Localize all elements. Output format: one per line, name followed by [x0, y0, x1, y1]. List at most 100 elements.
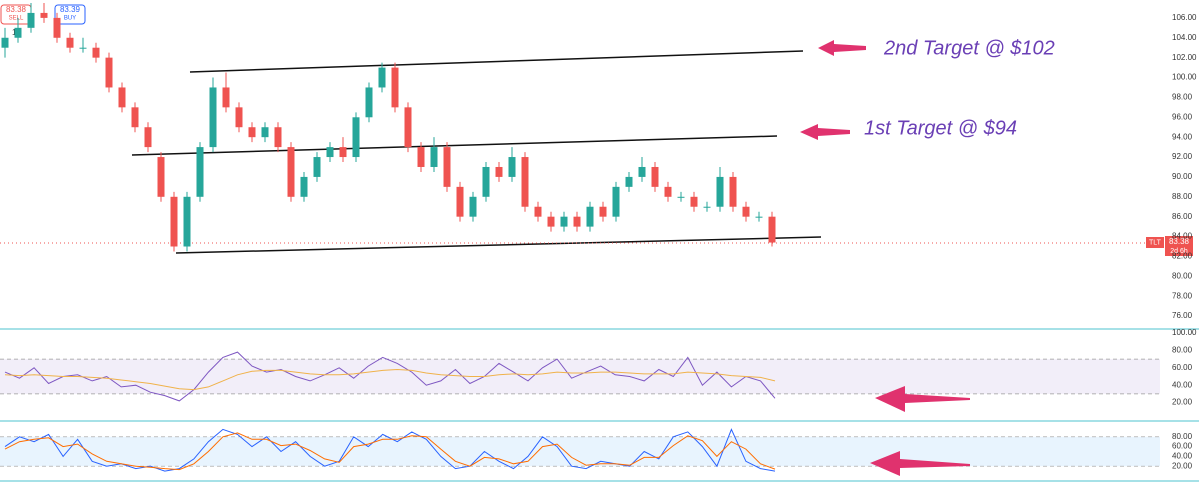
arrow	[870, 451, 970, 476]
candle-body	[677, 196, 685, 198]
y-tick-label: 60.00	[1172, 442, 1193, 451]
buy-label: BUY	[64, 16, 76, 22]
candle-body	[690, 196, 698, 207]
buy-button[interactable]	[54, 4, 86, 25]
candle-body	[508, 157, 516, 177]
series-line	[4, 351, 776, 402]
candle-body	[274, 127, 282, 148]
y-tick-label: 106.00	[1172, 13, 1197, 22]
candle-body	[729, 176, 737, 207]
candle-body	[456, 186, 464, 217]
candle-body	[547, 216, 555, 227]
candle-body	[352, 117, 360, 158]
candle-body	[378, 67, 386, 88]
candle-body	[560, 216, 568, 227]
candle-body	[79, 47, 87, 49]
y-tick-label: 20.00	[1172, 461, 1193, 470]
y-tick-label: 90.00	[1172, 172, 1193, 181]
y-tick-label: 88.00	[1172, 192, 1193, 201]
candle-body	[755, 216, 763, 218]
y-tick-label: 96.00	[1172, 112, 1193, 121]
candle-body	[235, 107, 243, 128]
y-tick-label: 100.00	[1172, 328, 1197, 337]
candle-body	[339, 147, 347, 158]
candle-body	[326, 147, 334, 158]
candle-body	[118, 87, 126, 108]
candle-body	[430, 147, 438, 167]
candle-body	[287, 147, 295, 197]
candle-body	[404, 107, 412, 148]
y-tick-label: 60.00	[1172, 363, 1193, 372]
candle-body	[521, 157, 529, 207]
candle-body	[222, 87, 230, 108]
y-tick-label: 98.00	[1172, 93, 1193, 102]
candle-body	[443, 147, 451, 187]
band	[0, 359, 1160, 394]
y-tick-label: 94.00	[1172, 132, 1193, 141]
candle-body	[248, 127, 256, 138]
candle-body	[53, 17, 61, 38]
candle-body	[534, 206, 542, 217]
y-tick-label: 102.00	[1172, 53, 1197, 62]
candle-body	[573, 216, 581, 227]
candle-body	[144, 127, 152, 148]
annotation: 2nd Target @ $102	[883, 37, 1055, 59]
countdown: 2d 6h	[1170, 248, 1188, 255]
candle-body	[495, 166, 503, 177]
y-tick-label: 40.00	[1172, 452, 1193, 461]
symbol: TLT	[1149, 239, 1162, 246]
y-tick-label: 84.00	[1172, 232, 1193, 241]
candle-body	[40, 12, 48, 18]
candle-body	[482, 166, 490, 197]
y-tick-label: 92.00	[1172, 152, 1193, 161]
candle-body	[742, 206, 750, 217]
sell-price: 83.38	[6, 5, 27, 14]
backgrounds	[0, 358, 1160, 467]
y-tick-label: 76.00	[1172, 311, 1193, 320]
candle-body	[261, 127, 269, 138]
series-line	[4, 428, 776, 472]
candle-body	[196, 147, 204, 197]
candle-body	[27, 12, 35, 28]
candle-body	[365, 87, 373, 118]
candle-body	[768, 216, 776, 243]
candle-body	[183, 196, 191, 247]
candle-body	[14, 27, 22, 38]
y-tick-label: 100.00	[1172, 73, 1197, 82]
candle-body	[638, 166, 646, 177]
arrow	[800, 124, 850, 140]
trend-line	[131, 135, 778, 156]
candle-body	[209, 87, 217, 148]
last-price: 83.38	[1169, 237, 1190, 246]
candle-body	[417, 147, 425, 167]
candle-body	[1, 37, 9, 48]
candle-body	[66, 37, 74, 48]
candle-body	[131, 107, 139, 128]
candle-body	[170, 196, 178, 247]
y-tick-label: 104.00	[1172, 33, 1197, 42]
y-tick-label: 80.00	[1172, 346, 1193, 355]
candle-body	[391, 67, 399, 108]
arrow	[818, 40, 866, 56]
candle-body	[92, 47, 100, 58]
trend-line	[175, 236, 822, 254]
y-tick-label: 80.00	[1172, 271, 1193, 280]
trend-line	[189, 50, 804, 73]
y-tick-label: 40.00	[1172, 380, 1193, 389]
y-tick-label: 20.00	[1172, 398, 1193, 407]
sell-label: SELL	[9, 16, 24, 22]
y-tick-label: 86.00	[1172, 212, 1193, 221]
candle-body	[651, 166, 659, 187]
candle-body	[300, 176, 308, 197]
candle-body	[157, 157, 165, 197]
y-tick-label: 82.00	[1172, 252, 1193, 261]
candle-body	[716, 176, 724, 207]
series-line	[4, 432, 776, 471]
band	[0, 436, 1160, 467]
candle-body	[105, 57, 113, 88]
candle-body	[313, 157, 321, 177]
candle-body	[599, 206, 607, 217]
series-line	[4, 368, 776, 391]
